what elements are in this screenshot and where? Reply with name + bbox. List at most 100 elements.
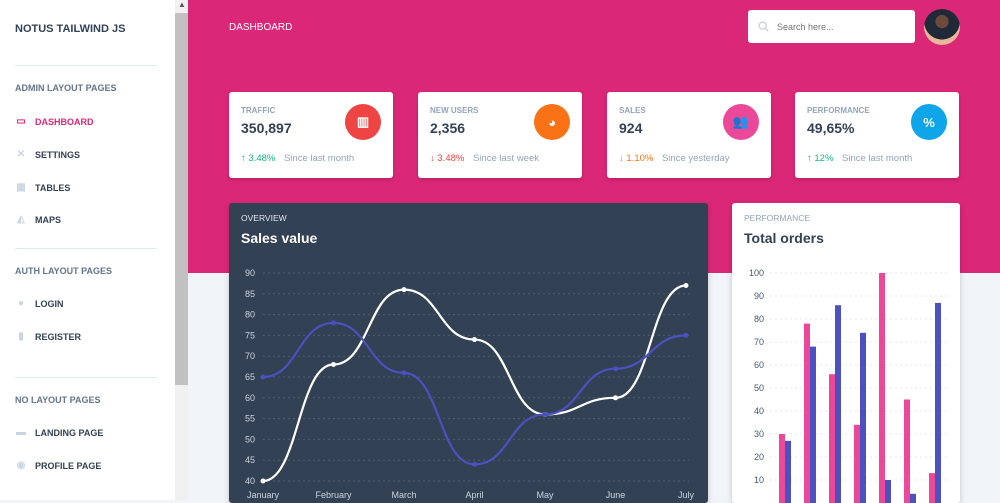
bar xyxy=(879,273,885,503)
stat-since: Since last month xyxy=(842,153,912,164)
sidebar-item-label: MAPS xyxy=(35,215,61,225)
users-icon: 👥 xyxy=(723,104,759,140)
arrow-down-icon: ↓ xyxy=(430,153,435,164)
y-tick-label: 80 xyxy=(245,310,255,320)
y-tick-label: 85 xyxy=(245,289,255,299)
table-icon: ▦ xyxy=(15,183,27,193)
y-tick-label: 75 xyxy=(245,330,255,340)
stat-change: 12% xyxy=(814,153,833,164)
sidebar-item-profile-page[interactable]: ◉PROFILE PAGE xyxy=(15,461,101,471)
data-point xyxy=(261,375,266,380)
search-input[interactable] xyxy=(777,22,897,32)
newspaper-icon: ▬ xyxy=(15,428,27,438)
stat-label: TRAFFIC xyxy=(241,106,275,115)
tv-icon: ▭ xyxy=(15,117,27,127)
arrow-up-icon: ↑ xyxy=(241,153,246,164)
sidebar-item-tables[interactable]: ▦ TABLES xyxy=(15,183,70,193)
data-point xyxy=(261,479,266,484)
sidebar-item-maps[interactable]: ◭MAPS xyxy=(15,215,61,225)
sidebar-item-label: LOGIN xyxy=(35,299,64,309)
arrow-down-icon: ↓ xyxy=(619,153,624,164)
divider xyxy=(15,248,157,249)
stat-since: Since last month xyxy=(284,153,354,164)
y-tick-label: 30 xyxy=(754,429,764,439)
sidebar-item-label: REGISTER xyxy=(35,332,81,342)
data-point xyxy=(543,412,548,417)
x-tick-label: March xyxy=(391,490,416,500)
y-tick-label: 90 xyxy=(245,268,255,278)
divider xyxy=(15,377,157,378)
stat-card-traffic: TRAFFIC 350,897 ▥ ↑ 3.48% Since last mon… xyxy=(229,92,393,178)
data-point xyxy=(331,362,336,367)
x-tick-label: April xyxy=(465,490,483,500)
sidebar-item-landing-page[interactable]: ▬ LANDING PAGE xyxy=(15,428,103,438)
divider xyxy=(15,65,157,66)
bar xyxy=(785,441,791,503)
y-tick-label: 65 xyxy=(245,372,255,382)
x-tick-label: July xyxy=(678,490,695,500)
brand-logo[interactable]: NOTUS TAILWIND JS xyxy=(15,23,125,35)
bar xyxy=(854,425,860,503)
y-tick-label: 80 xyxy=(754,314,764,324)
bar xyxy=(835,305,841,503)
stat-value: 49,65% xyxy=(807,120,854,136)
sidebar-item-register[interactable]: ▮ REGISTER xyxy=(15,332,81,342)
section-title: NO LAYOUT PAGES xyxy=(15,395,101,405)
data-point xyxy=(684,333,689,338)
y-tick-label: 40 xyxy=(754,406,764,416)
bar xyxy=(935,303,941,503)
bar xyxy=(804,324,810,503)
arrow-up-icon: ↑ xyxy=(807,153,812,164)
stat-label: PERFORMANCE xyxy=(807,106,870,115)
stat-label: NEW USERS xyxy=(430,106,478,115)
bar xyxy=(929,473,935,503)
data-point xyxy=(613,366,618,371)
page-title[interactable]: DASHBOARD xyxy=(229,22,292,33)
y-tick-label: 20 xyxy=(754,452,764,462)
fingerprint-icon: ● xyxy=(15,299,27,309)
y-tick-label: 45 xyxy=(245,455,255,465)
section-title: ADMIN LAYOUT PAGES xyxy=(15,83,117,93)
stat-since: Since yesterday xyxy=(662,153,730,164)
series-line-1 xyxy=(263,323,686,464)
y-tick-label: 90 xyxy=(754,291,764,301)
scrollbar-thumb[interactable] xyxy=(175,13,188,385)
sidebar-item-label: LANDING PAGE xyxy=(35,428,103,438)
data-point xyxy=(331,320,336,325)
sidebar: NOTUS TAILWIND JS ADMIN LAYOUT PAGES ▭ DA… xyxy=(0,0,175,500)
bar xyxy=(910,494,916,503)
bar xyxy=(829,374,835,503)
search-box[interactable] xyxy=(748,10,915,43)
clipboard-icon: ▮ xyxy=(15,332,27,342)
stat-card-new-users: NEW USERS 2,356 ◕ ↓ 3.48% Since last wee… xyxy=(418,92,582,178)
chart-pie-icon: ◕ xyxy=(534,104,570,140)
avatar[interactable] xyxy=(924,9,960,45)
bar xyxy=(810,347,816,503)
data-point xyxy=(613,395,618,400)
sidebar-item-settings[interactable]: ✕ SETTINGS xyxy=(15,150,80,160)
data-point xyxy=(472,337,477,342)
sidebar-item-label: TABLES xyxy=(35,183,70,193)
y-tick-label: 55 xyxy=(245,414,255,424)
sidebar-item-label: SETTINGS xyxy=(35,150,80,160)
y-tick-label: 70 xyxy=(245,351,255,361)
sidebar-item-login[interactable]: ● LOGIN xyxy=(15,299,64,309)
stat-card-performance: PERFORMANCE 49,65% % ↑ 12% Since last mo… xyxy=(795,92,959,178)
y-tick-label: 60 xyxy=(245,393,255,403)
x-tick-label: May xyxy=(536,490,554,500)
sidebar-item-label: DASHBOARD xyxy=(35,117,94,127)
chart-bar-icon: ▥ xyxy=(345,104,381,140)
search-icon xyxy=(758,21,769,32)
y-tick-label: 70 xyxy=(754,337,764,347)
scroll-up-icon[interactable]: ▲ xyxy=(178,0,186,9)
x-tick-label: January xyxy=(247,490,280,500)
tools-icon: ✕ xyxy=(15,150,27,160)
y-tick-label: 50 xyxy=(754,383,764,393)
stat-change: 3.48% xyxy=(248,153,275,164)
y-tick-label: 60 xyxy=(754,360,764,370)
y-tick-label: 50 xyxy=(245,434,255,444)
sidebar-item-dashboard[interactable]: ▭ DASHBOARD xyxy=(15,117,94,127)
y-tick-label: 100 xyxy=(749,268,764,278)
stat-value: 2,356 xyxy=(430,120,465,136)
